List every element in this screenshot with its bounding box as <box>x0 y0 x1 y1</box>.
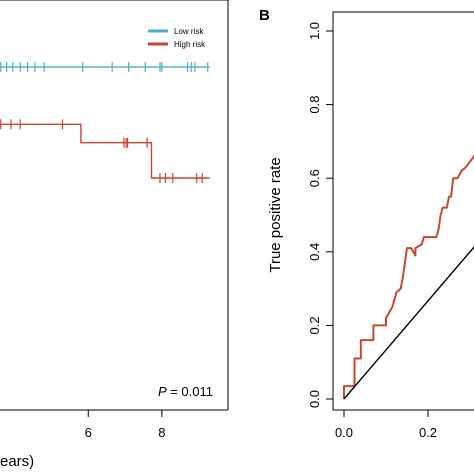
roc-x-tick-label: 0.2 <box>419 425 437 440</box>
roc-panel: B 0.0 0.2 0.4 0.6 0.8 1.0 0.0 0.2 True positiv… <box>259 7 474 440</box>
km-curves <box>0 66 210 179</box>
roc-y-tick-label: 0.8 <box>307 96 322 114</box>
km-plot-box <box>0 0 229 411</box>
roc-y-tick-label: 0.6 <box>307 169 322 187</box>
roc-y-tick-label: 0.4 <box>307 243 322 261</box>
roc-y-axis-label: True positive rate <box>267 157 284 272</box>
roc-x-tick-label: 0.0 <box>335 425 353 440</box>
km-curve-high-risk <box>0 123 210 179</box>
p-value-text: = 0.011 <box>167 384 213 399</box>
p-value-symbol: P <box>158 384 167 399</box>
roc-y-tick-label: 0.2 <box>307 316 322 334</box>
roc-curve <box>343 154 474 399</box>
roc-reference-diagonal <box>343 246 474 400</box>
km-legend: Low risk High risk <box>148 27 206 49</box>
legend-label-low-risk: Low risk <box>174 27 204 36</box>
panel-label-b: B <box>259 7 270 24</box>
km-x-axis-label: ears) <box>0 453 34 470</box>
roc-y-axis: 0.0 0.2 0.4 0.6 0.8 1.0 <box>307 22 333 408</box>
roc-axes <box>332 11 474 411</box>
roc-y-tick-label: 1.0 <box>307 22 322 40</box>
km-x-tick-label: 8 <box>158 425 165 440</box>
roc-curves <box>343 154 474 400</box>
roc-y-tick-label: 0.0 <box>307 390 322 408</box>
roc-x-axis: 0.0 0.2 <box>335 410 437 440</box>
legend-label-high-risk: High risk <box>174 40 206 49</box>
km-censor-marks <box>0 62 209 183</box>
km-x-tick-label: 6 <box>85 425 92 440</box>
p-value-annotation: P = 0.011 <box>158 384 213 399</box>
